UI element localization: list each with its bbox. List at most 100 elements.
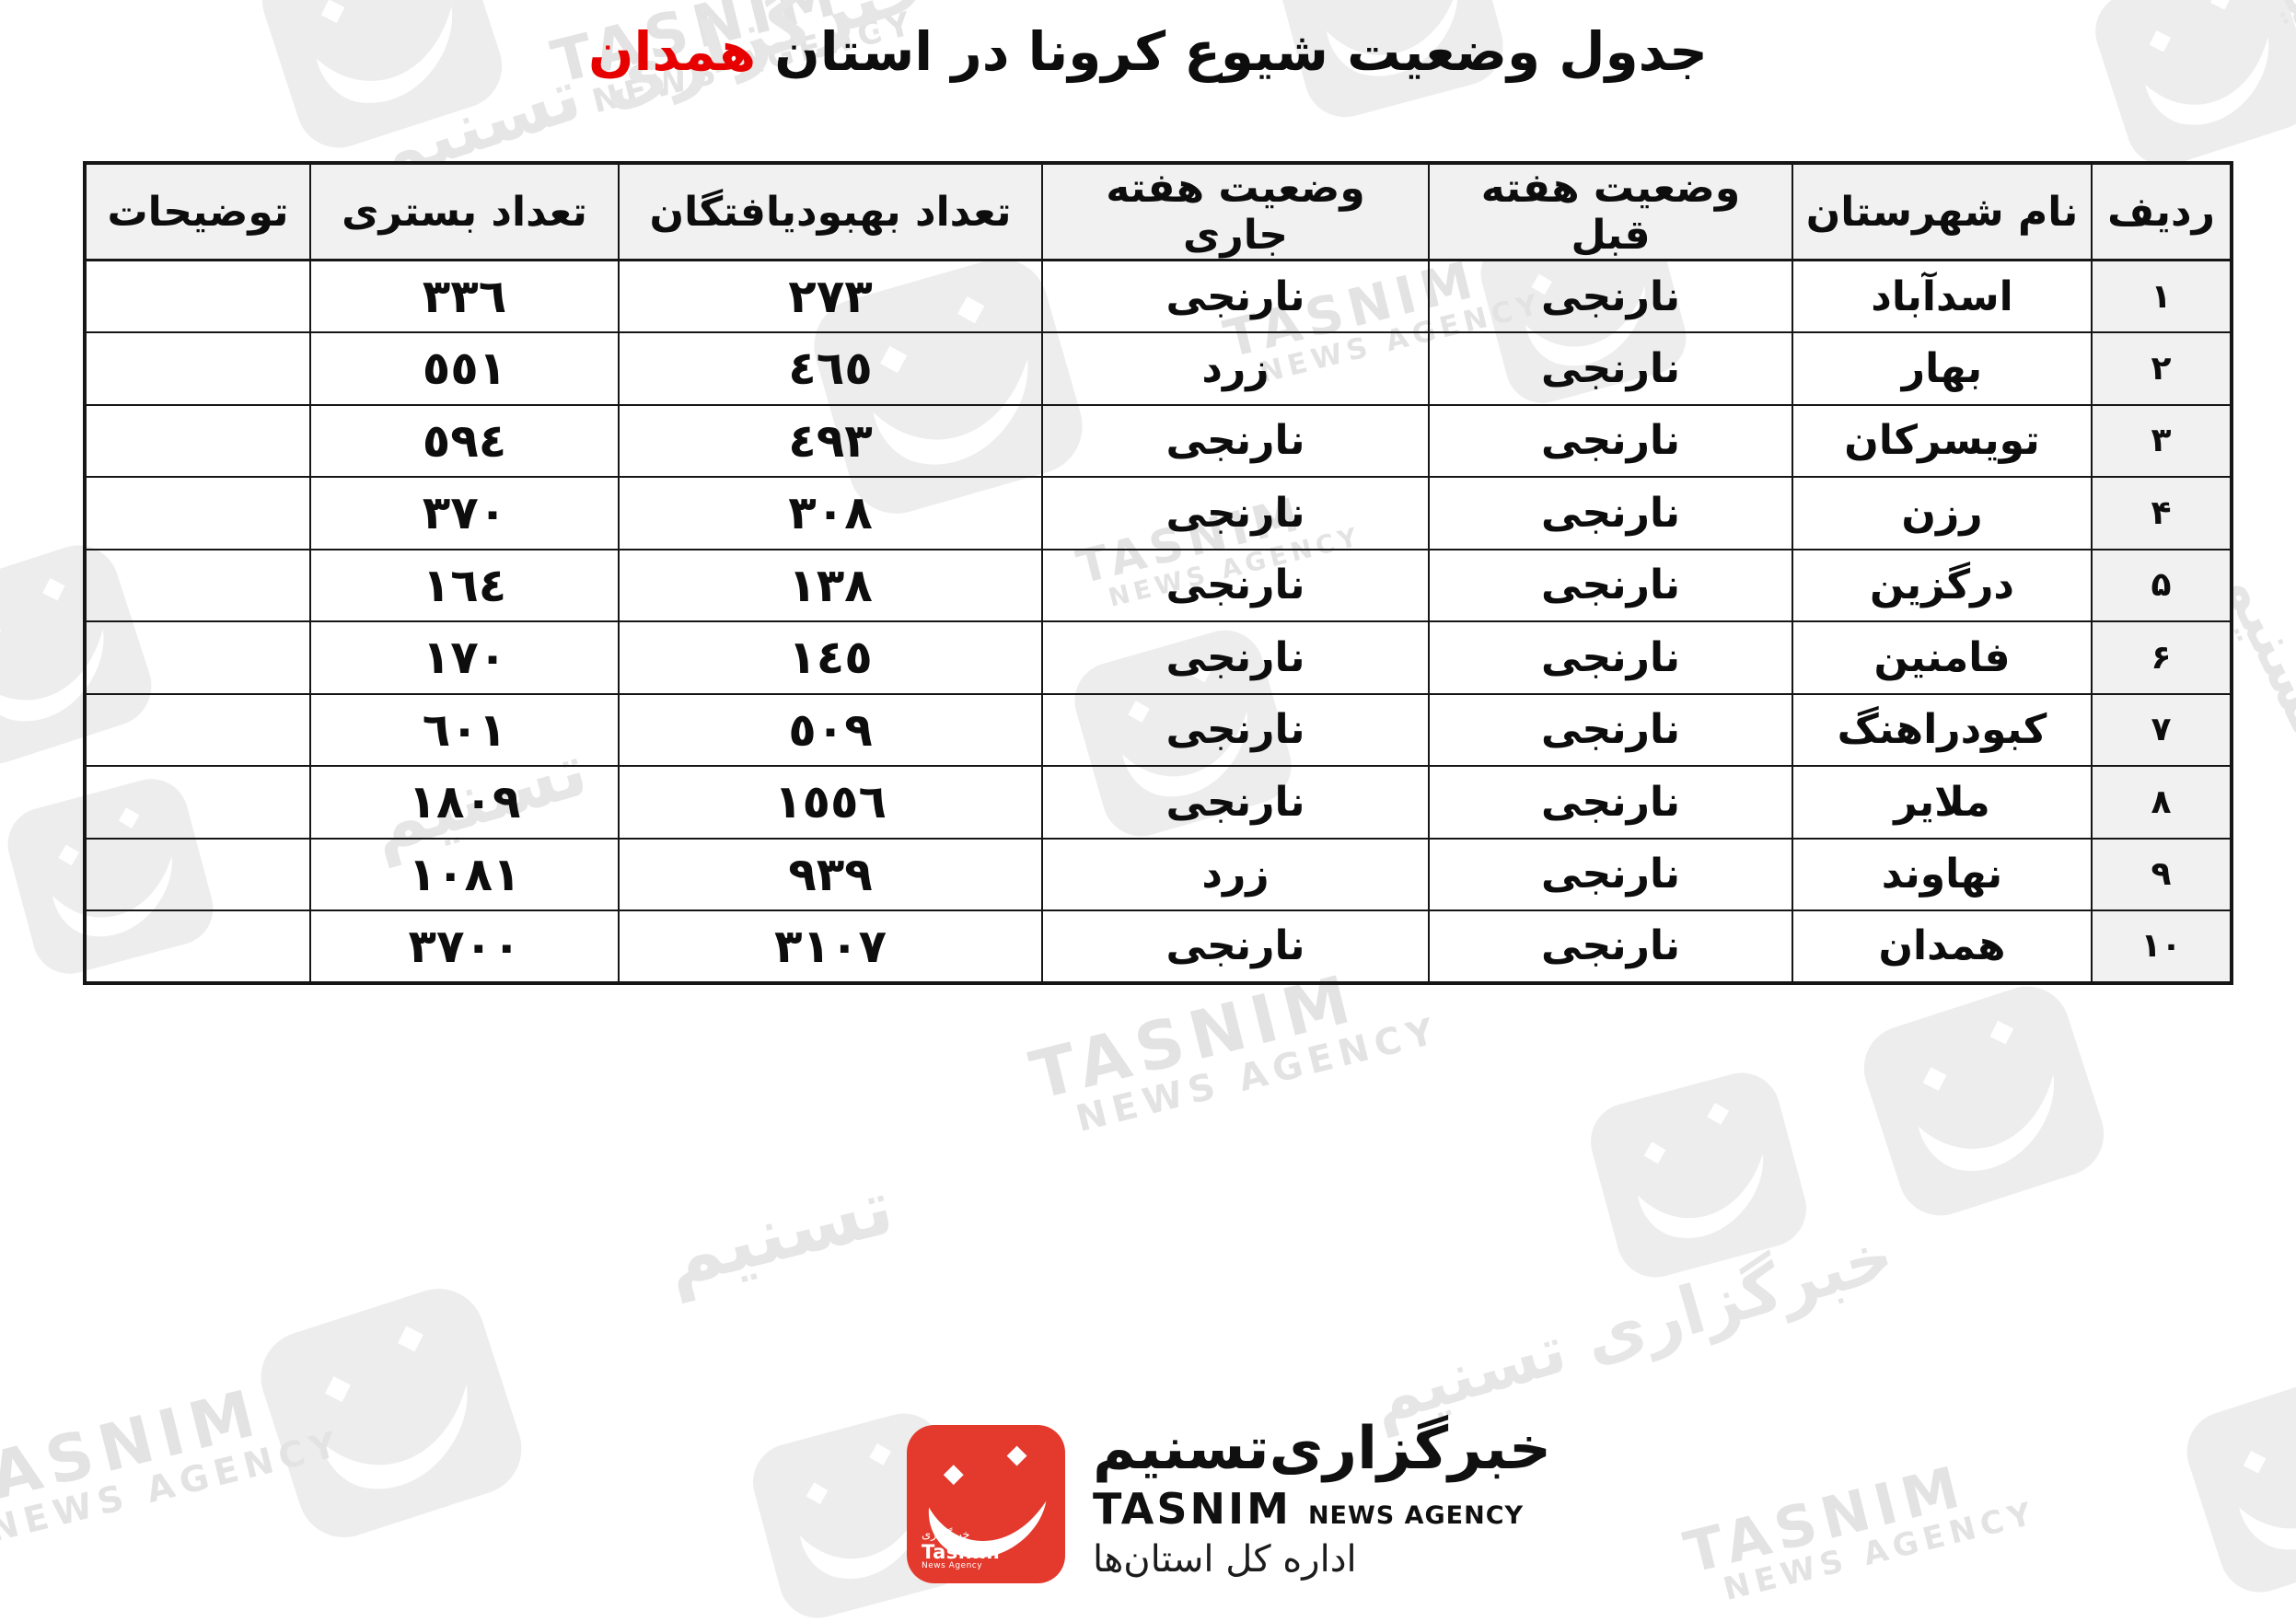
curr-week-status-cell: نارنجی (1041, 476, 1430, 550)
recovered-count-cell: ١٣٨ (618, 548, 1043, 622)
county-name-cell: کبودراهنگ (1792, 692, 2093, 767)
row-number-cell: ۳ (2091, 403, 2232, 478)
tasnim-brand-block: خبرگزاری Tasnim News Agency خبرگزاری‌تسن… (907, 1419, 1551, 1583)
curr-week-status-cell: نارنجی (1041, 548, 1430, 622)
county-name-cell: درگزین (1792, 548, 2093, 622)
row-number-cell: ۲ (2091, 331, 2232, 406)
curr-week-status-cell: نارنجی (1041, 403, 1430, 478)
table-body: ۱ اسدآباد نارنجی نارنجی ٢٧٣ ٣٣٦ ۲ بهار نارنجی زرد… (84, 259, 2232, 984)
county-name-cell: همدان (1792, 909, 2093, 984)
notes-cell (84, 692, 311, 767)
logo-icon-caption: خبرگزاری Tasnim News Agency (922, 1529, 1000, 1570)
tasnim-watermark-logo (1852, 975, 2116, 1227)
hospitalized-count-cell: ٣٣٦ (309, 259, 620, 333)
table-row: ۵ درگزین نارنجی نارنجی ١٣٨ ١٦٤ (84, 548, 2232, 622)
brand-department: اداره کل استان‌ها (1093, 1538, 1357, 1581)
county-name-cell: تویسرکان (1792, 403, 2093, 478)
prev-week-status-cell: نارنجی (1428, 837, 1793, 911)
row-number-cell: ۸ (2091, 765, 2232, 840)
recovered-count-cell: ٩٣٩ (618, 837, 1043, 911)
col-header-recovered: تعداد بهبودیافتگان (618, 162, 1043, 261)
table-row: ۹ نهاوند نارنجی زرد ٩٣٩ ١٠٨١ (84, 837, 2232, 911)
tasnim-brand-text: خبرگزاری‌تسنیم TASNIM NEWS AGENCY اداره … (1093, 1419, 1551, 1581)
prev-week-status-cell: نارنجی (1428, 765, 1793, 840)
notes-cell (84, 837, 311, 911)
curr-week-status-cell: زرد (1041, 331, 1430, 406)
curr-week-status-cell: زرد (1041, 837, 1430, 911)
row-number-cell: ۵ (2091, 548, 2232, 622)
notes-cell (84, 765, 311, 840)
prev-week-status-cell: نارنجی (1428, 331, 1793, 406)
col-header-row-no: ردیف (2091, 162, 2232, 261)
hospitalized-count-cell: ١٠٨١ (309, 837, 620, 911)
logo-icon-caption-fa: خبرگزاری (922, 1527, 970, 1542)
row-number-cell: ۶ (2091, 620, 2232, 695)
tasnim-watermark-logo (2176, 1362, 2296, 1604)
tasnim-watermark-text-fa: خبرگزاری تسنیم (1362, 1215, 1902, 1440)
curr-week-status-cell: نارنجی (1041, 692, 1430, 767)
county-name-cell: ملایر (1792, 765, 2093, 840)
recovered-count-cell: ١٥٥٦ (618, 765, 1043, 840)
prev-week-status-cell: نارنجی (1428, 692, 1793, 767)
hospitalized-count-cell: ١٨٠٩ (309, 765, 620, 840)
logo-icon-caption-sub: News Agency (922, 1560, 983, 1570)
hospitalized-count-cell: ٣٧٠ (309, 476, 620, 550)
brand-subtitle-latin: NEWS AGENCY (1307, 1501, 1525, 1530)
title-text: جدول وضعیت شیوع کرونا در استان (774, 20, 1708, 83)
table-row: ۲ بهار نارنجی زرد ٤٦٥ ٥٥١ (84, 331, 2232, 406)
col-header-prev-week: وضعیت هفته قبل (1428, 162, 1793, 261)
recovered-count-cell: ١٤٥ (618, 620, 1043, 695)
title-province-name: همدان (588, 20, 757, 83)
col-header-curr-week: وضعیت هفته جاری (1041, 162, 1430, 261)
recovered-count-cell: ٢٧٣ (618, 259, 1043, 333)
logo-icon-caption-en: Tasnim (922, 1540, 1001, 1563)
page-title: جدول وضعیت شیوع کرونا در استان همدان (0, 20, 2296, 83)
row-number-cell: ۷ (2091, 692, 2232, 767)
table-row: ۷ کبودراهنگ نارنجی نارنجی ٥٠٩ ٦٠١ (84, 692, 2232, 767)
recovered-count-cell: ٥٠٩ (618, 692, 1043, 767)
table-row: ۳ تویسرکان نارنجی نارنجی ٤٩٣ ٥٩٤ (84, 403, 2232, 478)
table-row: ۱۰ همدان نارنجی نارنجی ٣١٠٧ ٣٧٠٠ (84, 909, 2232, 984)
county-name-cell: رزن (1792, 476, 2093, 550)
hospitalized-count-cell: ١٧٠ (309, 620, 620, 695)
table-row: ۴ رزن نارنجی نارنجی ٣٠٨ ٣٧٠ (84, 476, 2232, 550)
row-number-cell: ۱ (2091, 259, 2232, 333)
row-number-cell: ۱۰ (2091, 909, 2232, 984)
prev-week-status-cell: نارنجی (1428, 259, 1793, 333)
tasnim-logo-icon: خبرگزاری Tasnim News Agency (907, 1425, 1065, 1583)
county-name-cell: نهاوند (1792, 837, 2093, 911)
notes-cell (84, 403, 311, 478)
recovered-count-cell: ٣١٠٧ (618, 909, 1043, 984)
covid-status-table: ردیف نام شهرستان وضعیت هفته قبل وضعیت هف… (83, 161, 2233, 985)
tasnim-watermark-text-en: TASNIM NEWS AGENCY (0, 1373, 347, 1552)
county-name-cell: اسدآباد (1792, 259, 2093, 333)
recovered-count-cell: ٣٠٨ (618, 476, 1043, 550)
table-header: ردیف نام شهرستان وضعیت هفته قبل وضعیت هف… (84, 162, 2232, 261)
tasnim-watermark-logo (249, 1277, 534, 1549)
prev-week-status-cell: نارنجی (1428, 548, 1793, 622)
hospitalized-count-cell: ٥٩٤ (309, 403, 620, 478)
hospitalized-count-cell: ٣٧٠٠ (309, 909, 620, 984)
hospitalized-count-cell: ١٦٤ (309, 548, 620, 622)
col-header-county: نام شهرستان (1792, 162, 2093, 261)
recovered-count-cell: ٤٦٥ (618, 331, 1043, 406)
tasnim-watermark-text-en: TASNIM NEWS AGENCY (1677, 1452, 2041, 1609)
table-header-row: ردیف نام شهرستان وضعیت هفته قبل وضعیت هف… (84, 162, 2232, 261)
table-row: ۸ ملایر نارنجی نارنجی ١٥٥٦ ١٨٠٩ (84, 765, 2232, 840)
notes-cell (84, 909, 311, 984)
prev-week-status-cell: نارنجی (1428, 620, 1793, 695)
curr-week-status-cell: نارنجی (1041, 765, 1430, 840)
county-name-cell: بهار (1792, 331, 2093, 406)
col-header-hospitalized: تعداد بستری (309, 162, 620, 261)
curr-week-status-cell: نارنجی (1041, 909, 1430, 984)
recovered-count-cell: ٤٩٣ (618, 403, 1043, 478)
row-number-cell: ۴ (2091, 476, 2232, 550)
table-row: ۱ اسدآباد نارنجی نارنجی ٢٧٣ ٣٣٦ (84, 259, 2232, 333)
row-number-cell: ۹ (2091, 837, 2232, 911)
tasnim-watermark-logo (1582, 1064, 1815, 1286)
curr-week-status-cell: نارنجی (1041, 620, 1430, 695)
notes-cell (84, 548, 311, 622)
table-row: ۶ فامنین نارنجی نارنجی ١٤٥ ١٧٠ (84, 620, 2232, 695)
prev-week-status-cell: نارنجی (1428, 909, 1793, 984)
